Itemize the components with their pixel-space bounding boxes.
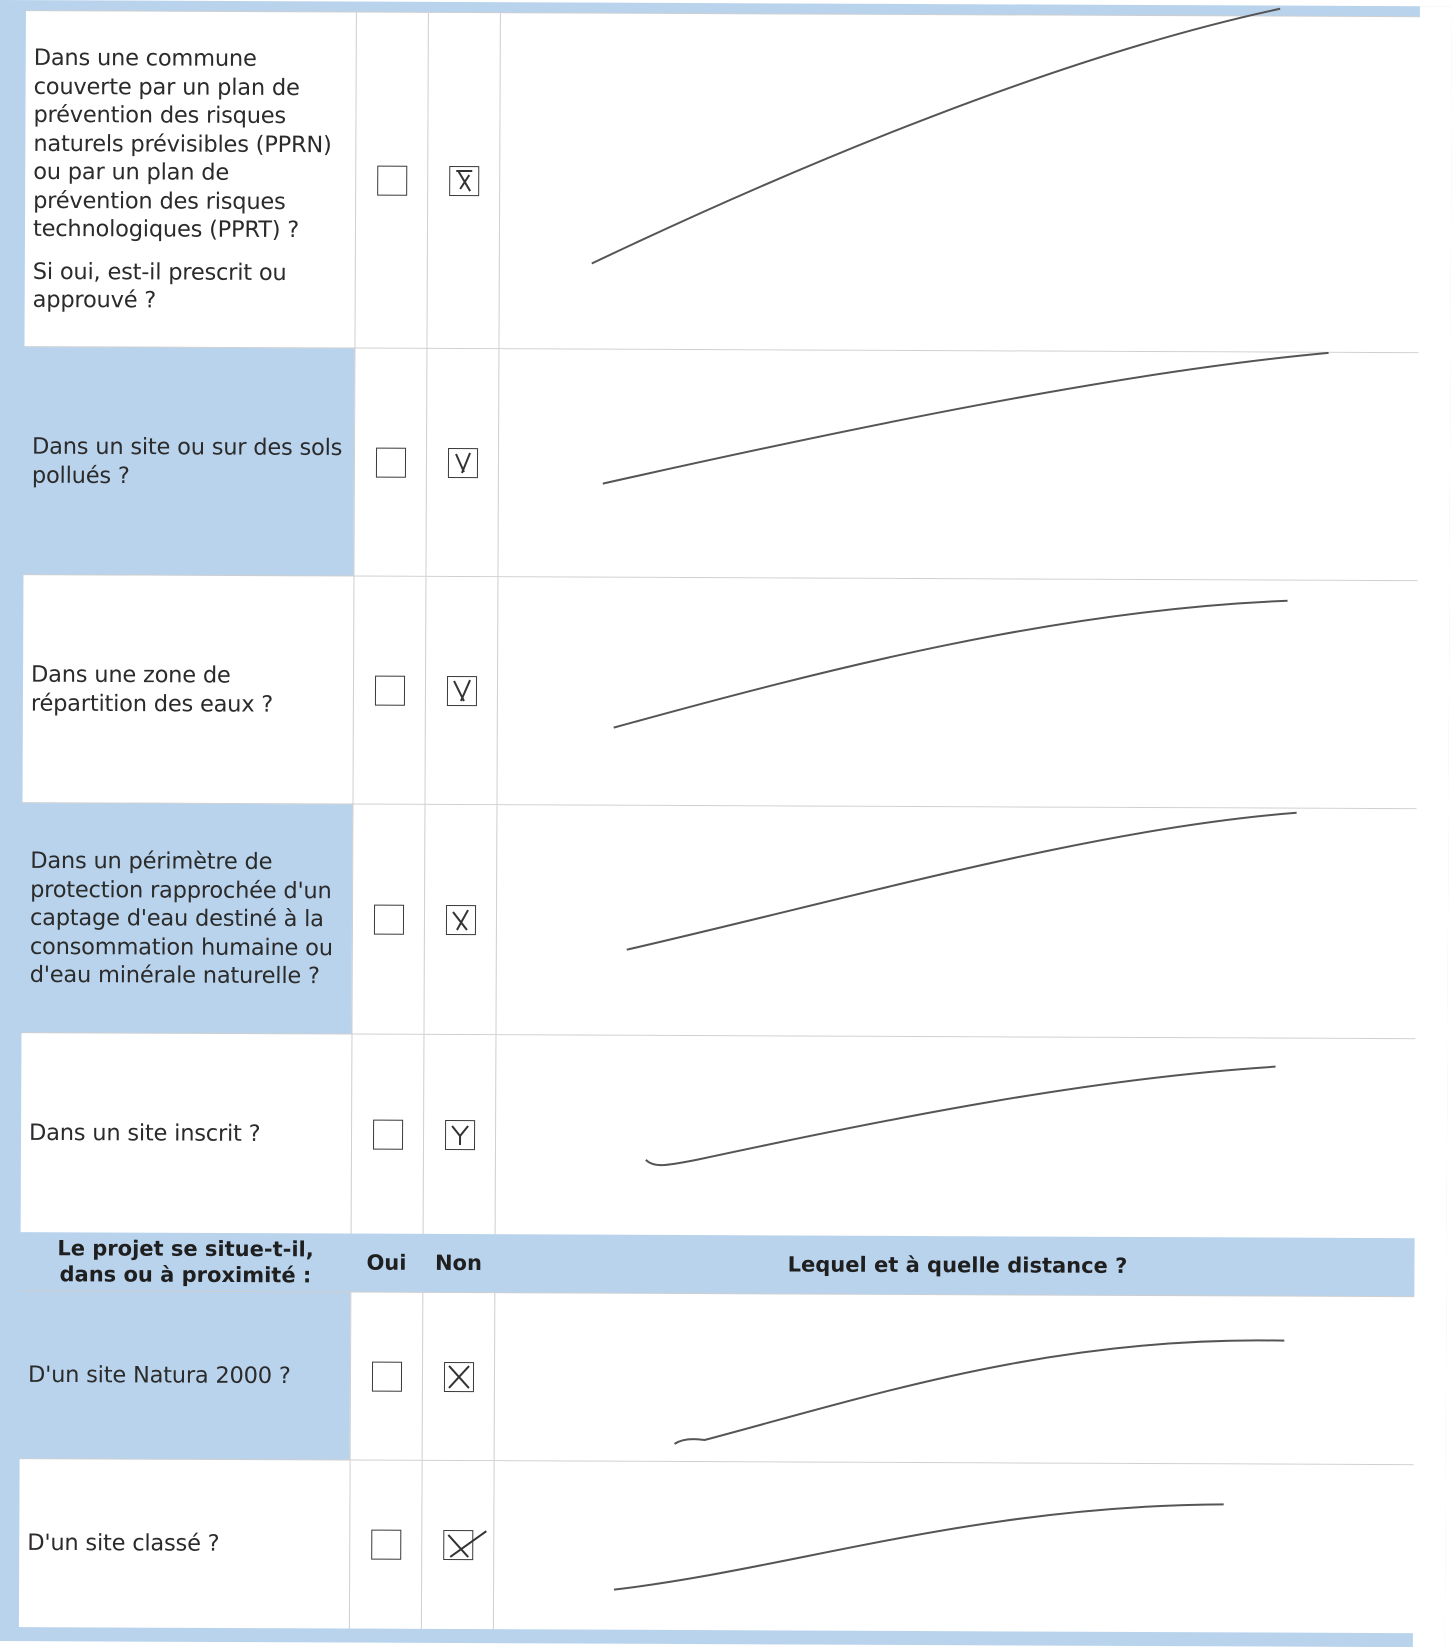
section-header: Le projet se situe-t-il, dans ou à proxi… (20, 1232, 1421, 1297)
handwritten-strike-line (602, 351, 1329, 485)
question-cell: Dans une commune couverte par un plan de… (24, 11, 356, 349)
non-cell (423, 804, 497, 1036)
oui-checkbox[interactable] (371, 1361, 402, 1392)
answer-cell[interactable] (497, 349, 1449, 582)
non-checkbox[interactable] (447, 447, 478, 479)
non-checkbox[interactable] (443, 1361, 474, 1393)
oui-checkbox[interactable] (372, 1119, 403, 1150)
oui-cell (349, 1292, 423, 1461)
non-checkbox[interactable] (442, 1529, 487, 1561)
question-line: D'un site classé ? (27, 1529, 220, 1557)
answer-cell[interactable] (494, 1035, 1446, 1240)
question-cell: Dans un site inscrit ? (20, 1033, 352, 1235)
oui-cell (351, 804, 425, 1035)
table-row: Dans un site inscrit ? (20, 1032, 1446, 1240)
question-text: Dans une commune couverte par un plan de… (33, 44, 350, 316)
oui-cell (350, 1034, 424, 1235)
header-question: Le projet se situe-t-il, dans ou à proxi… (20, 1232, 350, 1291)
question-line: Dans une zone de répartition des eaux ? (30, 661, 274, 718)
question-text: D'un site classé ? (27, 1529, 343, 1559)
header-answer: Lequel et à quelle distance ? (787, 1252, 1128, 1278)
handwritten-strike-line (645, 1065, 1276, 1167)
non-cell (420, 1460, 494, 1630)
non-checkbox[interactable] (448, 165, 479, 197)
question-line: Dans une commune couverte par un plan de… (32, 44, 332, 244)
question-cell: Dans un site ou sur des sols pollués ? (23, 347, 355, 577)
question-text: Dans un site inscrit ? (29, 1119, 345, 1149)
check-mark-icon (451, 909, 469, 931)
non-checkbox[interactable] (445, 904, 476, 936)
oui-cell (348, 1460, 422, 1629)
table-row: Dans un périmètre de protection rapproch… (21, 802, 1447, 1040)
question-text: Dans un site ou sur des sols pollués ? (32, 433, 348, 491)
answer-cell[interactable] (493, 1293, 1445, 1466)
answer-cell[interactable] (492, 1461, 1444, 1634)
question-line: Si oui, est-il prescrit ou approuvé ? (32, 258, 287, 314)
non-cell (422, 1034, 496, 1236)
question-cell: D'un site Natura 2000 ? (19, 1291, 351, 1461)
non-cell (425, 348, 499, 578)
oui-checkbox[interactable] (370, 1529, 401, 1560)
question-line: Dans un site inscrit ? (29, 1119, 261, 1147)
question-text: Dans une zone de répartition des eaux ? (31, 661, 347, 719)
check-mark-icon (455, 169, 472, 192)
page-margin (1412, 6, 1452, 1647)
question-text: D'un site Natura 2000 ? (28, 1361, 344, 1391)
oui-cell (354, 12, 428, 349)
question-line: Dans un site ou sur des sols pollués ? (31, 433, 343, 489)
oui-checkbox[interactable] (374, 675, 405, 706)
table-row: Dans une commune couverte par un plan de… (24, 7, 1450, 354)
non-checkbox[interactable] (446, 675, 477, 707)
question-cell: Dans une zone de répartition des eaux ? (22, 575, 354, 805)
question-text: Dans un périmètre de protection rapproch… (30, 847, 347, 991)
handwritten-strike-line (613, 599, 1288, 729)
handwritten-strike-line (626, 811, 1297, 951)
check-mark-icon (454, 452, 471, 474)
question-line: Dans un périmètre de protection rapproch… (29, 847, 333, 990)
oui-checkbox[interactable] (373, 904, 404, 935)
oui-checkbox[interactable] (376, 165, 407, 196)
handwritten-strike-line (613, 1503, 1224, 1591)
non-cell (421, 1292, 495, 1462)
check-mark-icon (447, 1365, 470, 1389)
table-row: D'un site Natura 2000 ? (19, 1290, 1445, 1466)
answer-cell[interactable] (496, 577, 1448, 810)
non-cell (424, 576, 498, 806)
handwritten-strike-line (591, 7, 1281, 265)
table-row: D'un site classé ? (18, 1458, 1444, 1634)
question-cell: D'un site classé ? (18, 1459, 350, 1629)
header-question-text: Le projet se situe-t-il, dans ou à proxi… (57, 1236, 314, 1288)
header-oui: Oui (366, 1250, 407, 1275)
check-mark-icon (450, 1125, 469, 1146)
check-mark-icon (447, 1530, 487, 1558)
answer-cell[interactable] (498, 7, 1450, 354)
table-row: Dans une zone de répartition des eaux ? (22, 574, 1448, 810)
header-non: Non (434, 1250, 483, 1276)
check-mark-icon (452, 679, 471, 702)
oui-cell (353, 348, 427, 577)
non-cell (426, 12, 500, 350)
non-checkbox[interactable] (444, 1119, 475, 1151)
oui-checkbox[interactable] (375, 447, 406, 478)
table-row: Dans un site ou sur des sols pollués ? (23, 346, 1449, 582)
oui-cell (352, 576, 426, 805)
answer-cell[interactable] (495, 805, 1447, 1040)
question-cell: Dans un périmètre de protection rapproch… (21, 803, 353, 1035)
question-line: D'un site Natura 2000 ? (27, 1361, 291, 1390)
handwritten-strike-line (673, 1339, 1285, 1445)
